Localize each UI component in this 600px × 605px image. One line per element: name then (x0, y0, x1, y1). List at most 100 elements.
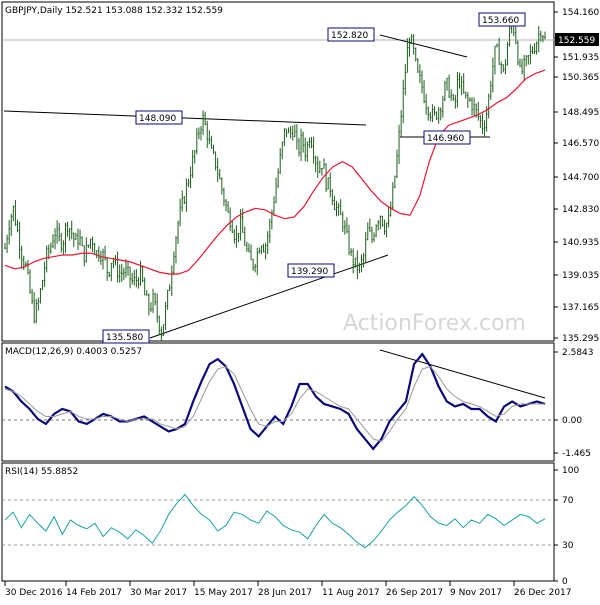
candle (467, 92, 469, 109)
candle (102, 248, 104, 270)
candle (264, 242, 267, 260)
candle (312, 136, 315, 164)
candle (323, 158, 325, 169)
svg-text:152.559: 152.559 (558, 36, 595, 46)
y-tick-label: 139.035 (562, 271, 599, 281)
candle (6, 234, 8, 254)
x-tick-label: 26 Sep 2017 (386, 588, 443, 598)
candle (87, 244, 90, 249)
candle (131, 272, 133, 285)
candle (16, 219, 19, 233)
y-tick-label: 151.935 (562, 53, 599, 63)
x-tick-label: 9 Nov 2017 (450, 588, 502, 598)
candle (133, 270, 136, 286)
candle (285, 128, 288, 138)
candle (417, 58, 419, 73)
candle (302, 131, 304, 153)
candle (4, 242, 6, 250)
x-tick-label: 30 Dec 2016 (5, 588, 63, 598)
candle (221, 177, 223, 195)
candle (37, 297, 40, 311)
candle (542, 34, 544, 43)
candle (200, 126, 202, 141)
candle (471, 97, 473, 116)
trendline-upper-resistance (3, 110, 367, 126)
candle (202, 110, 204, 135)
y-tick-label: 137.165 (562, 303, 599, 313)
candle (366, 222, 369, 241)
svg-text:139.290: 139.290 (291, 267, 328, 277)
candle (62, 240, 65, 256)
candle (45, 245, 48, 273)
annotation-139290: 139.290 (287, 263, 335, 278)
candle (454, 94, 457, 109)
candle (225, 199, 227, 212)
rsi-line (4, 493, 546, 549)
rsi-title: RSI(14) 55.8852 (5, 467, 78, 477)
candle (298, 137, 300, 157)
candle (12, 205, 15, 222)
candle (250, 244, 252, 261)
candle (125, 259, 127, 278)
candle (452, 93, 455, 101)
candle (385, 222, 388, 238)
candle (233, 229, 236, 244)
candle (529, 44, 532, 65)
candle (379, 215, 382, 230)
candle (406, 38, 409, 73)
candle (39, 287, 42, 304)
candle (400, 110, 402, 137)
candle (129, 266, 131, 289)
candle (198, 127, 200, 140)
annotation-153660: 153.660 (478, 12, 526, 27)
candle (179, 198, 181, 227)
candle (43, 261, 46, 287)
candle (448, 74, 450, 99)
rsi-panel (1, 462, 555, 582)
candle (47, 244, 50, 260)
candle (27, 259, 29, 275)
candle (444, 80, 446, 102)
candle (446, 77, 448, 91)
candle (56, 220, 58, 244)
candle (33, 292, 35, 324)
candle (254, 263, 256, 273)
moving-average-line (4, 69, 546, 275)
candle (123, 267, 125, 281)
candle (394, 175, 396, 189)
candle (145, 290, 148, 296)
candle (104, 245, 106, 261)
candle (246, 241, 248, 252)
candle (243, 226, 246, 246)
candle (504, 59, 507, 75)
candle (14, 199, 17, 226)
candle (66, 221, 69, 237)
candle (304, 137, 307, 162)
candle (483, 120, 486, 138)
candle (431, 104, 434, 123)
x-tick-label: 30 Mar 2017 (130, 588, 187, 598)
candle (369, 218, 371, 232)
candle (527, 55, 530, 65)
svg-text:148.090: 148.090 (139, 114, 176, 124)
candle (283, 128, 286, 147)
candle (517, 40, 519, 66)
candle (170, 265, 173, 297)
candle (268, 218, 271, 244)
candle (98, 246, 100, 262)
candle (50, 242, 52, 254)
candle (333, 195, 336, 211)
candle (464, 91, 467, 99)
trendline-lower-support (149, 254, 389, 339)
candle (275, 177, 277, 204)
candle (168, 284, 171, 292)
candle (208, 130, 211, 145)
candle (348, 224, 350, 256)
candle (191, 150, 194, 178)
candle (329, 172, 332, 198)
candle (494, 45, 496, 75)
candle (354, 257, 357, 268)
candle (235, 225, 238, 248)
candle (237, 232, 240, 243)
